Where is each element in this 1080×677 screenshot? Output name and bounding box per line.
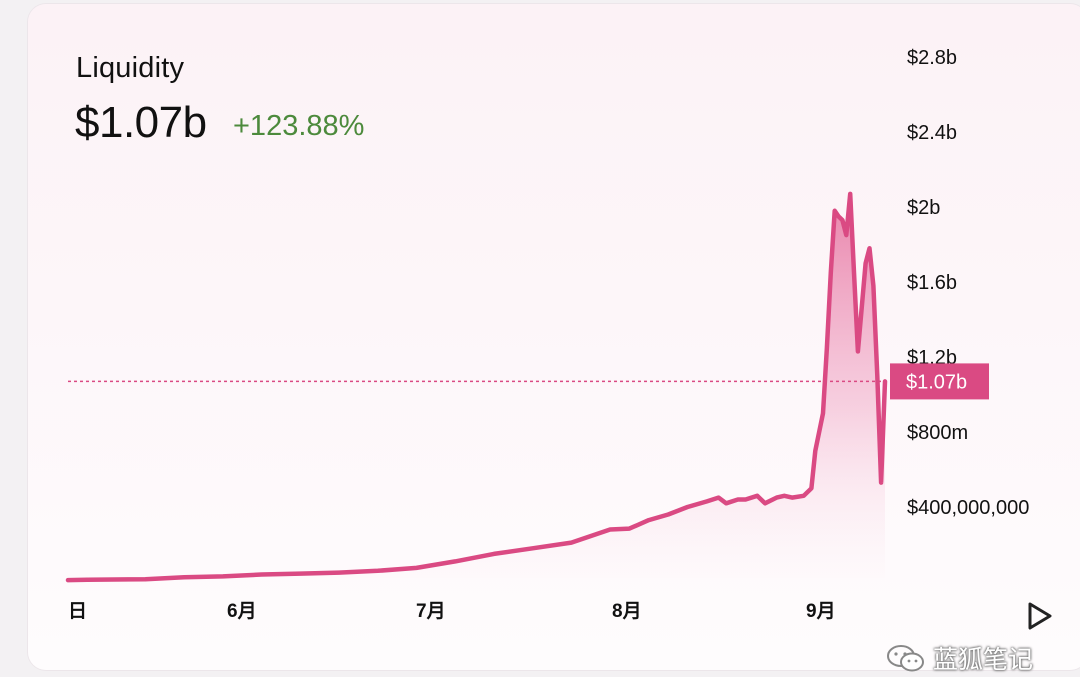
watermark-text: 蓝狐笔记 <box>933 645 1034 674</box>
x-tick-label: 9月 <box>806 601 836 622</box>
y-tick-label: $2.8b <box>907 47 957 69</box>
y-tick-label: $400,000,000 <box>907 497 1029 519</box>
change-percent: +123.88% <box>233 110 365 142</box>
x-tick-label: 6月 <box>227 601 257 622</box>
y-tick-label: $800m <box>907 422 968 444</box>
x-tick-label: 7月 <box>416 601 446 622</box>
chart-title: Liquidity <box>76 52 185 84</box>
y-tick-label: $1.6b <box>907 272 957 294</box>
wechat-icon <box>887 645 924 672</box>
y-tick-label: $2.4b <box>907 122 957 144</box>
y-tick-label: $2b <box>907 197 940 219</box>
liquidity-value: $1.07b <box>75 98 207 147</box>
watermark: 蓝狐笔记 <box>885 640 1033 676</box>
play-icon[interactable] <box>1026 600 1054 632</box>
current-value-label: $1.07b <box>906 371 967 393</box>
x-tick-label: 8月 <box>612 601 642 622</box>
liquidity-area <box>68 193 885 581</box>
liquidity-line <box>65 191 888 583</box>
current-value-badge <box>890 363 989 400</box>
x-tick-label: 日 <box>68 601 87 622</box>
